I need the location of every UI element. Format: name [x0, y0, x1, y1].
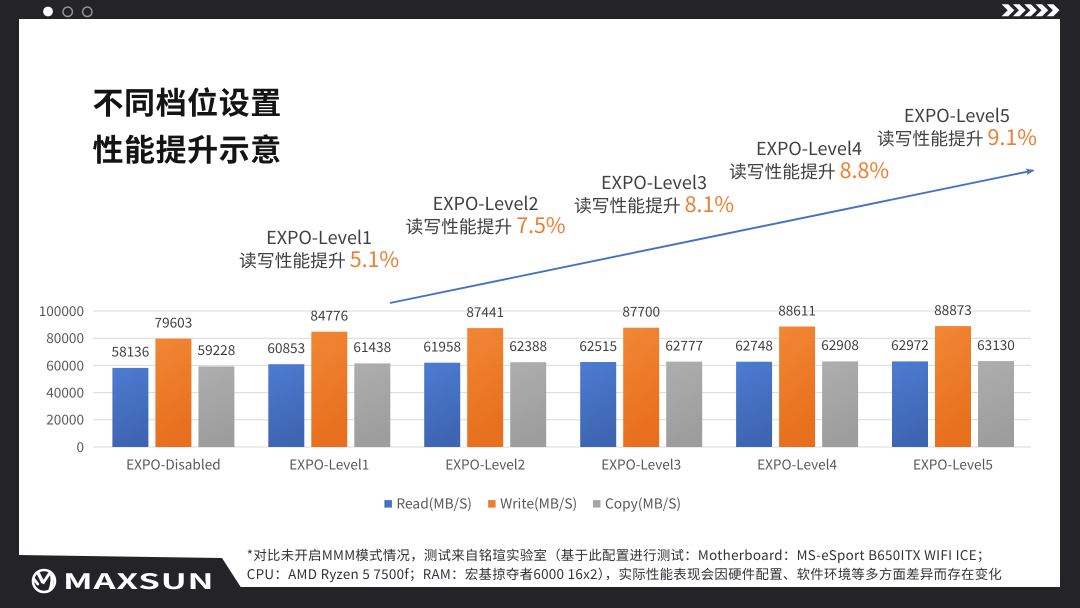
svg-text:61958: 61958 — [423, 336, 461, 356]
svg-text:40000: 40000 — [46, 382, 84, 402]
svg-text:EXPO-Level1: EXPO-Level1 — [289, 454, 369, 474]
svg-text:20000: 20000 — [46, 409, 84, 429]
svg-text:58136: 58136 — [112, 341, 150, 361]
svg-text:62908: 62908 — [821, 334, 859, 354]
svg-text:62972: 62972 — [891, 334, 929, 354]
svg-text:60853: 60853 — [267, 337, 305, 357]
svg-text:62777: 62777 — [665, 334, 703, 354]
svg-text:Write(MB/S): Write(MB/S) — [500, 493, 577, 513]
svg-text:59228: 59228 — [198, 339, 236, 359]
svg-text:100000: 100000 — [39, 300, 84, 320]
svg-text:80000: 80000 — [46, 327, 84, 347]
svg-text:61438: 61438 — [353, 336, 391, 356]
svg-text:EXPO-Disabled: EXPO-Disabled — [126, 454, 221, 474]
svg-text:60000: 60000 — [46, 354, 84, 374]
svg-text:62748: 62748 — [735, 335, 773, 355]
svg-text:EXPO-Level3: EXPO-Level3 — [601, 454, 681, 474]
svg-text:EXPO-Level4: EXPO-Level4 — [757, 454, 837, 474]
svg-text:0: 0 — [76, 436, 84, 456]
svg-text:87441: 87441 — [466, 301, 504, 321]
svg-text:87700: 87700 — [622, 301, 660, 321]
svg-text:Copy(MB/S): Copy(MB/S) — [605, 493, 681, 513]
svg-text:EXPO-Level2: EXPO-Level2 — [445, 454, 525, 474]
svg-text:84776: 84776 — [310, 305, 348, 325]
svg-text:EXPO-Level5: EXPO-Level5 — [913, 454, 993, 474]
svg-text:62515: 62515 — [579, 335, 617, 355]
svg-text:Read(MB/S): Read(MB/S) — [396, 493, 472, 513]
svg-text:63130: 63130 — [977, 334, 1015, 354]
svg-text:88873: 88873 — [934, 299, 972, 319]
svg-text:79603: 79603 — [155, 312, 193, 332]
svg-text:62388: 62388 — [509, 335, 547, 355]
svg-text:88611: 88611 — [778, 299, 816, 319]
